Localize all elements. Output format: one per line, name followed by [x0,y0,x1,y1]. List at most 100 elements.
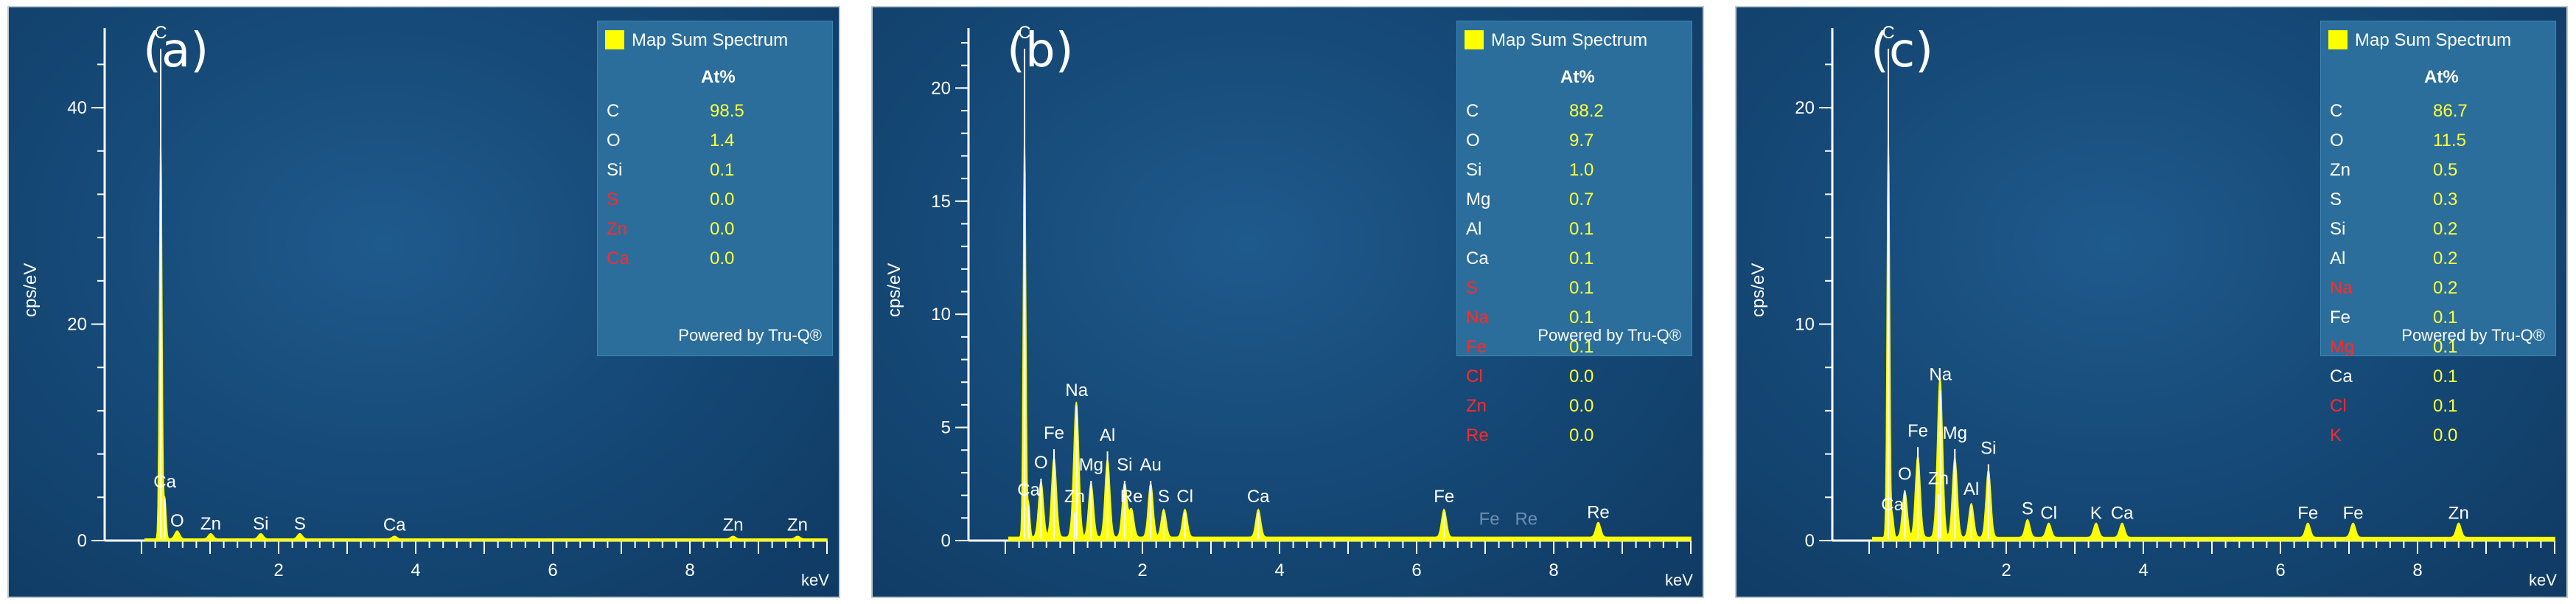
atomic-percent-value: 0.1 [1569,219,1594,239]
peak-label: Au [1139,455,1161,475]
atomic-percent-value: 0.1 [1569,337,1594,357]
atomic-percent-value: 0.1 [1569,308,1594,327]
spectrum-plot: 0 20 40 2 4 6 8 C Ca O Zn Si S Ca Zn Zn [67,23,828,580]
peak-label: Ca [383,516,406,535]
y-tick-label: 20 [67,315,87,335]
element-symbol: Mg [2330,337,2355,357]
element-symbol: Al [2330,249,2346,268]
composition-row: O 9.7 [1466,131,1687,160]
composition-row: O 1.4 [607,131,828,160]
atomic-percent-value: 0.2 [2433,249,2458,268]
composition-row: S 0.1 [1466,278,1687,308]
peak-label: Ca [1247,487,1270,507]
composition-legend: Map Sum Spectrum At% C 98.5 O 1.4 Si 0.1 S 0.0 Zn 0… [597,21,833,356]
peak-label: O [1898,465,1912,485]
spectrum-panel-1: 0 20 40 2 4 6 8 C Ca O Zn Si S Ca Zn Zn (a) cps/eV keV Map … [7,6,840,598]
peak-label: O [1034,453,1048,473]
powered-by-text: Powered by Tru-Q® [1537,326,1681,344]
peak-label: Fe [1479,510,1500,530]
peak-label: S [2022,499,2034,519]
element-symbol: O [1466,131,1480,150]
atomic-percent-value: 0.0 [1569,426,1594,445]
peak-label: Ca [1881,495,1904,515]
composition-row: C 88.2 [1466,101,1687,131]
y-tick-label: 0 [941,531,951,551]
element-symbol: S [2330,190,2342,209]
composition-row: Al 0.1 [1466,219,1687,249]
element-symbol: Ca [607,249,629,268]
peak-label: Si [253,514,268,534]
peak-label: Mg [1079,455,1103,475]
x-tick-label: 6 [2275,560,2285,580]
composition-row: S 0.0 [607,190,828,219]
element-symbol: Na [1466,308,1489,327]
y-axis-title: cps/eV [21,263,41,317]
composition-row: Ca 0.1 [2330,367,2551,396]
y-tick-label: 10 [1795,315,1815,335]
element-symbol: Mg [1466,190,1491,209]
spectrum-panel-3: 0 10 20 2 4 6 8 C Ca O Fe Zn Na Mg Al Si S Cl K Ca Fe Fe Zn (c)… [1735,6,2568,598]
y-tick-label: 40 [67,98,87,118]
spectrum-plot: 0 10 20 2 4 6 8 C Ca O Fe Zn Na Mg Al Si S Cl K Ca Fe Fe Zn [1795,23,2555,580]
powered-by-text: Powered by Tru-Q® [678,326,822,344]
legend-swatch [1465,30,1484,49]
peak-label: Re [1587,502,1610,522]
atomic-percent-value: 0.0 [1569,396,1594,416]
element-symbol: Al [1466,219,1482,239]
composition-row: Zn 0.5 [2330,160,2551,190]
atomic-percent-value: 0.1 [2433,396,2458,416]
y-tick-label: 0 [77,531,87,551]
at-percent-header: At% [1560,67,1595,87]
element-symbol: Si [607,160,623,180]
composition-row: Fe 0.1 [2330,308,2551,337]
x-tick-label: 6 [1411,560,1421,580]
element-symbol: C [1466,101,1479,121]
element-symbol: Zn [607,219,628,239]
atomic-percent-value: 0.1 [2433,308,2458,327]
peak-label: Al [1964,479,1979,499]
peak-label: S [294,514,306,534]
peak-label: Ca [1017,480,1040,500]
element-symbol: O [607,131,621,150]
peak-label: Fe [2297,504,2318,524]
x-tick-label: 2 [1137,560,1147,580]
element-symbol: Zn [2330,160,2351,180]
composition-row: Ca 0.1 [1466,249,1687,278]
y-tick-label: 10 [931,305,951,324]
atomic-percent-value: 0.1 [2433,337,2458,357]
x-tick-label: 6 [548,560,557,580]
legend-title: Map Sum Spectrum [632,30,789,50]
atomic-percent-value: 1.0 [1569,160,1594,180]
peak-label: Zn [1064,487,1085,507]
atomic-percent-value: 0.0 [2433,426,2458,445]
peak-label: Zn [2448,504,2469,524]
peak-label: Fe [1907,421,1928,441]
element-symbol: S [1466,278,1479,298]
composition-legend: Map Sum Spectrum At% C 86.7 O 11.5 Zn 0.5 S 0.3 Si… [2320,21,2556,445]
peak-label: Fe [1434,487,1454,507]
composition-row: Zn 0.0 [1466,396,1687,426]
peak-label: Fe [2343,504,2364,524]
element-symbol: Si [1466,160,1482,180]
composition-row: Si 0.1 [607,160,828,190]
x-tick-label: 4 [411,560,420,580]
atomic-percent-value: 11.5 [2433,131,2466,150]
at-percent-header: At% [701,67,736,87]
x-tick-label: 4 [1274,560,1284,580]
composition-row: Na 0.2 [2330,278,2551,308]
y-tick-label: 0 [1805,531,1815,551]
panel-label: (c) [1871,24,1934,78]
composition-row: S 0.3 [2330,190,2551,219]
peak-label: S [1158,487,1170,507]
peak-label: Zn [723,516,744,535]
peak-label: Al [1100,426,1115,445]
composition-row: C 86.7 [2330,101,2551,131]
element-symbol: O [2330,131,2344,150]
peak-label: Mg [1943,423,1967,443]
atomic-percent-value: 0.0 [1569,367,1594,386]
element-symbol: Fe [2330,308,2351,327]
peak-label: Cl [2040,504,2057,524]
element-symbol: C [2330,101,2343,121]
composition-row: Cl 0.0 [1466,367,1687,396]
element-symbol: Fe [1466,337,1487,357]
